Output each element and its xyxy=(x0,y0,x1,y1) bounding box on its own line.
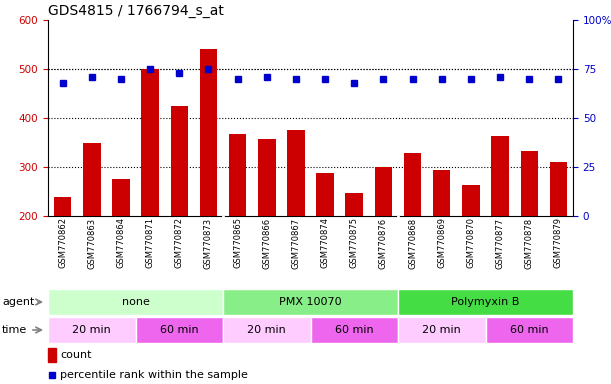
Text: GSM770863: GSM770863 xyxy=(87,217,97,268)
Text: GSM770871: GSM770871 xyxy=(145,217,155,268)
Text: GSM770876: GSM770876 xyxy=(379,217,388,268)
Text: GSM770873: GSM770873 xyxy=(204,217,213,268)
Text: GSM770864: GSM770864 xyxy=(117,217,125,268)
Text: GSM770865: GSM770865 xyxy=(233,217,242,268)
Bar xyxy=(398,318,486,343)
Bar xyxy=(83,144,100,216)
Text: agent: agent xyxy=(2,297,34,307)
Bar xyxy=(112,179,130,216)
Text: time: time xyxy=(2,325,27,335)
Bar xyxy=(462,185,480,216)
Bar xyxy=(170,106,188,216)
Bar xyxy=(310,318,398,343)
Text: GSM770869: GSM770869 xyxy=(437,217,446,268)
Bar xyxy=(223,290,398,314)
Bar xyxy=(375,167,392,216)
Text: GSM770868: GSM770868 xyxy=(408,217,417,268)
Bar xyxy=(287,130,305,216)
Text: GSM770872: GSM770872 xyxy=(175,217,184,268)
Bar xyxy=(316,173,334,216)
Text: 20 min: 20 min xyxy=(247,325,286,335)
Text: count: count xyxy=(60,350,92,360)
Bar xyxy=(48,348,56,362)
Text: 20 min: 20 min xyxy=(422,325,461,335)
Bar xyxy=(491,136,509,216)
Text: GSM770867: GSM770867 xyxy=(291,217,301,268)
Bar xyxy=(48,290,223,314)
Bar xyxy=(200,50,217,216)
Text: Polymyxin B: Polymyxin B xyxy=(452,297,520,307)
Bar xyxy=(486,318,573,343)
Text: GSM770875: GSM770875 xyxy=(349,217,359,268)
Text: GSM770874: GSM770874 xyxy=(321,217,329,268)
Text: GSM770877: GSM770877 xyxy=(496,217,505,268)
Bar xyxy=(223,318,310,343)
Bar xyxy=(398,290,573,314)
Text: GSM770879: GSM770879 xyxy=(554,217,563,268)
Bar xyxy=(54,197,71,216)
Bar xyxy=(433,170,450,216)
Text: 60 min: 60 min xyxy=(335,325,373,335)
Text: 20 min: 20 min xyxy=(72,325,111,335)
Text: GSM770878: GSM770878 xyxy=(525,217,534,268)
Text: PMX 10070: PMX 10070 xyxy=(279,297,342,307)
Bar xyxy=(345,193,363,216)
Text: percentile rank within the sample: percentile rank within the sample xyxy=(60,370,248,380)
Bar xyxy=(48,318,136,343)
Bar xyxy=(258,139,276,216)
Bar xyxy=(404,153,422,216)
Text: GSM770862: GSM770862 xyxy=(58,217,67,268)
Text: GDS4815 / 1766794_s_at: GDS4815 / 1766794_s_at xyxy=(48,4,224,18)
Bar xyxy=(521,151,538,216)
Text: GSM770870: GSM770870 xyxy=(466,217,475,268)
Text: none: none xyxy=(122,297,150,307)
Bar xyxy=(136,318,223,343)
Bar xyxy=(141,69,159,216)
Text: GSM770866: GSM770866 xyxy=(262,217,271,268)
Text: 60 min: 60 min xyxy=(160,325,199,335)
Bar xyxy=(229,134,246,216)
Bar xyxy=(550,162,567,216)
Text: 60 min: 60 min xyxy=(510,325,549,335)
